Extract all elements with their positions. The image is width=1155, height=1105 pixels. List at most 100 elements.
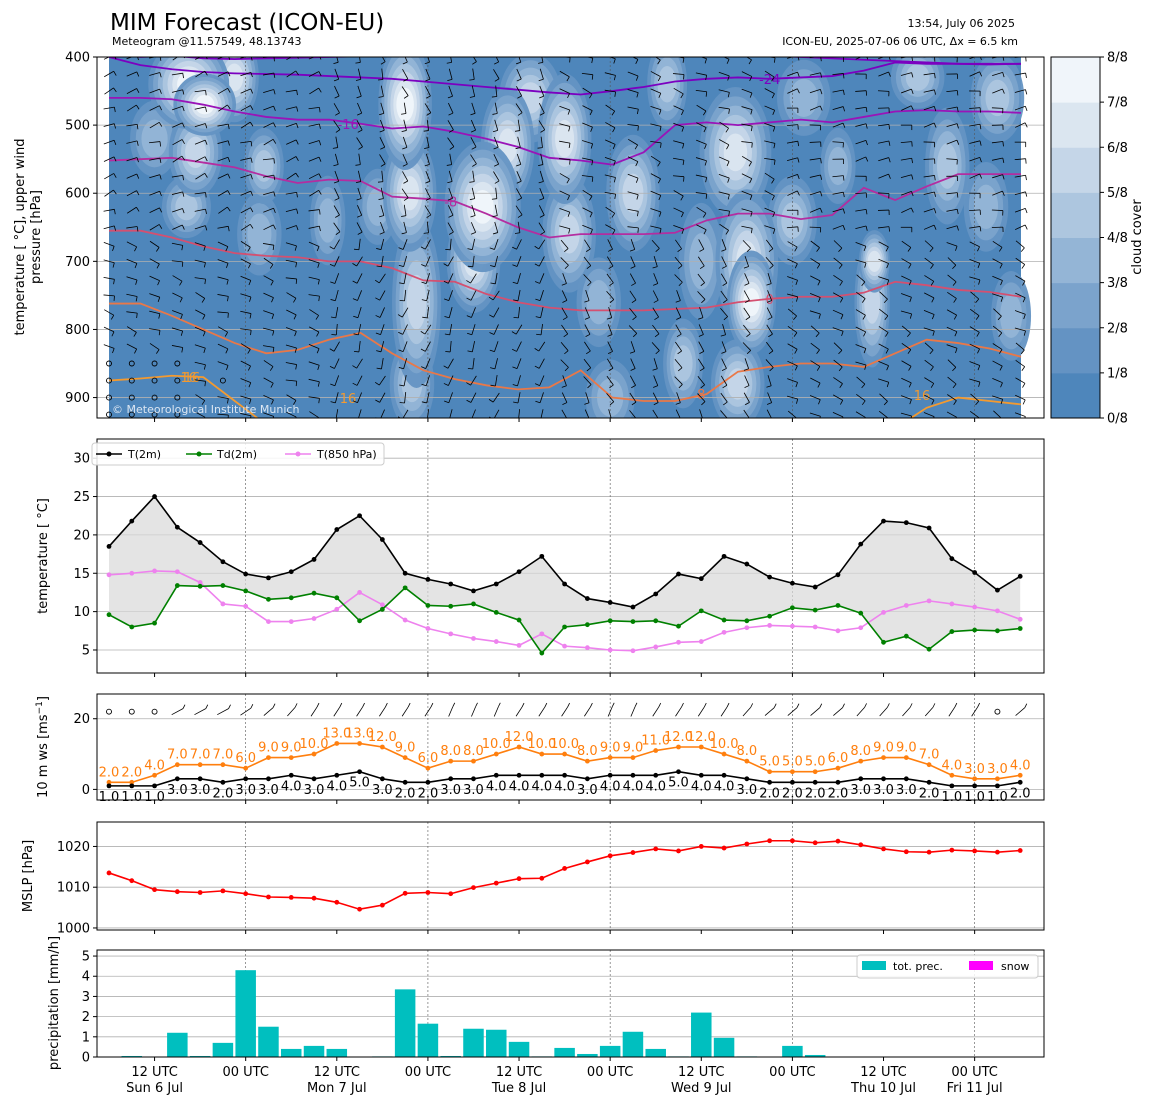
wind-barb bbox=[923, 191, 935, 195]
series-point bbox=[562, 772, 567, 778]
wind-barb-feather bbox=[886, 279, 890, 285]
data-label: 5.0 bbox=[668, 776, 689, 791]
wind-barb-feather bbox=[494, 180, 500, 184]
wind-barb bbox=[607, 706, 613, 717]
wind-barb bbox=[380, 102, 385, 114]
wind-barb-feather bbox=[727, 92, 730, 98]
y-tick-label: 1 bbox=[82, 1030, 90, 1045]
wind-barb-feather bbox=[331, 419, 336, 420]
wind-barb bbox=[172, 224, 183, 230]
series-point bbox=[607, 853, 613, 859]
wind-barb bbox=[787, 378, 798, 383]
wind-barb-feather bbox=[201, 400, 206, 405]
wind-barb bbox=[582, 224, 593, 230]
data-label: 1.0 bbox=[99, 790, 120, 805]
wind-barb bbox=[240, 174, 252, 179]
wind-barb-feather bbox=[1002, 157, 1005, 163]
wind-barb bbox=[240, 105, 251, 112]
colorbar-tick-label: 7/8 bbox=[1107, 96, 1128, 111]
series-point bbox=[812, 607, 818, 613]
series-point bbox=[288, 772, 294, 778]
series-point bbox=[653, 644, 659, 650]
wind-barb bbox=[515, 324, 523, 335]
wind-barb bbox=[195, 172, 205, 180]
data-label: 9.0 bbox=[623, 741, 644, 756]
wind-barb-feather bbox=[534, 281, 540, 284]
wind-barb bbox=[149, 72, 160, 76]
wind-barb bbox=[767, 375, 772, 386]
series-point bbox=[334, 899, 340, 905]
wind-barb bbox=[516, 358, 522, 369]
series-point bbox=[357, 618, 362, 624]
wind-barb-feather bbox=[979, 140, 982, 146]
wind-barb bbox=[126, 57, 134, 60]
wind-barb bbox=[629, 307, 637, 317]
series-point bbox=[903, 776, 909, 782]
data-label: 4.0 bbox=[486, 779, 507, 794]
wind-barb bbox=[1014, 310, 1026, 315]
wind-barb-feather bbox=[250, 190, 254, 196]
wind-barb-feather bbox=[632, 316, 637, 321]
wind-barb-feather bbox=[744, 402, 750, 406]
wind-barb-feather bbox=[1000, 296, 1004, 302]
wind-barb bbox=[652, 307, 659, 318]
wind-barb bbox=[240, 360, 251, 367]
wind-barb bbox=[855, 106, 867, 110]
wind-barb bbox=[947, 291, 957, 299]
wind-barb bbox=[720, 290, 728, 301]
calm-marker bbox=[106, 411, 112, 418]
wind-barb-feather bbox=[379, 112, 384, 116]
wind-barb bbox=[285, 122, 297, 128]
wind-barb-feather bbox=[728, 108, 730, 114]
wind-barb bbox=[947, 376, 957, 385]
wind-barb bbox=[538, 120, 546, 130]
data-label: 7.0 bbox=[167, 748, 188, 763]
wind-barb bbox=[538, 706, 546, 717]
series-point bbox=[311, 557, 317, 562]
isotherm-line bbox=[109, 302, 1022, 402]
wind-barb bbox=[404, 57, 408, 63]
data-label: 3.0 bbox=[440, 783, 461, 798]
wind-barb bbox=[744, 358, 750, 369]
series-point bbox=[744, 841, 750, 847]
wind-barb bbox=[878, 90, 890, 92]
wind-barb bbox=[356, 358, 363, 369]
wind-barb-feather bbox=[613, 58, 616, 64]
series-point bbox=[676, 744, 681, 750]
wind-barb-feather bbox=[159, 191, 162, 197]
wind-barb-feather bbox=[678, 384, 683, 389]
wind-barb-feather bbox=[250, 207, 254, 213]
wind-barb bbox=[721, 239, 727, 250]
wind-barb bbox=[764, 105, 775, 111]
precip-bar bbox=[417, 1023, 439, 1057]
wind-barb-feather bbox=[111, 331, 115, 337]
wind-barb-feather bbox=[1023, 314, 1026, 320]
wind-barb bbox=[969, 140, 981, 144]
wind-barb bbox=[262, 158, 274, 161]
wind-barb bbox=[171, 89, 183, 93]
wind-barb bbox=[923, 106, 935, 111]
wind-barb-feather bbox=[702, 110, 707, 116]
wind-barb bbox=[810, 325, 820, 334]
wind-barb bbox=[515, 205, 523, 216]
wind-barb bbox=[240, 241, 251, 248]
series-point bbox=[129, 783, 135, 789]
wind-barb bbox=[425, 375, 431, 386]
wind-barb bbox=[494, 102, 498, 114]
wind-barb bbox=[584, 324, 591, 335]
wind-barb-feather bbox=[402, 61, 408, 65]
wind-barb-feather bbox=[318, 71, 322, 77]
wind-barb bbox=[560, 342, 569, 351]
wind-barb bbox=[946, 411, 957, 418]
wind-barb bbox=[103, 242, 115, 247]
wind-barb-feather bbox=[443, 365, 449, 369]
wind-barb bbox=[471, 238, 476, 250]
wind-barb-feather bbox=[225, 365, 229, 371]
wind-barb bbox=[263, 122, 274, 128]
wind-barb bbox=[743, 290, 750, 301]
wind-barb bbox=[217, 156, 229, 162]
series-point bbox=[698, 844, 704, 849]
series-point bbox=[243, 588, 249, 594]
wind-barb bbox=[308, 276, 320, 280]
wind-barb bbox=[401, 188, 409, 199]
